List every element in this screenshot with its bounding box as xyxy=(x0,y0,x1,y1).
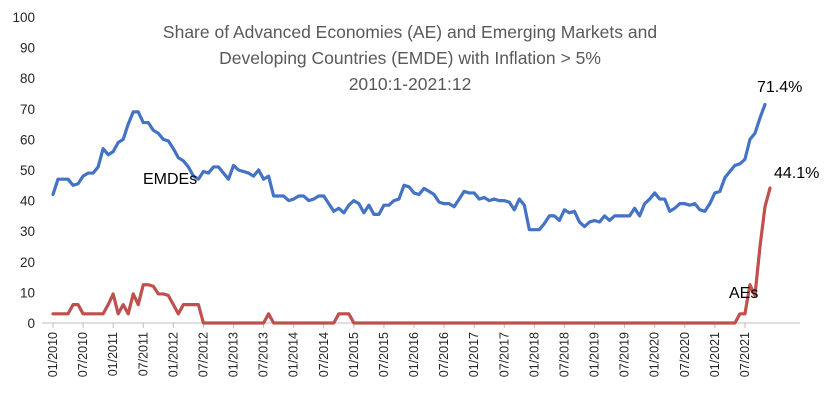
y-tick-label: 80 xyxy=(20,71,35,86)
y-tick-label: 60 xyxy=(20,132,35,147)
x-tick-label: 01/2014 xyxy=(287,332,301,377)
x-tick-label: 07/2018 xyxy=(557,332,571,377)
y-tick-label: 70 xyxy=(20,102,35,117)
series-line-aes xyxy=(51,186,772,325)
x-tick-label: 07/2014 xyxy=(317,332,331,377)
x-tick-label: 07/2019 xyxy=(618,332,632,377)
series-label-emdes: EMDEs xyxy=(143,171,197,188)
x-tick-label: 01/2019 xyxy=(588,332,602,377)
x-tick-label: 01/2013 xyxy=(227,332,241,377)
chart-title-line-3: 2010:1-2021:12 xyxy=(349,74,472,94)
y-tick-label: 0 xyxy=(27,316,35,331)
series-label-aes: AEs xyxy=(729,285,758,302)
x-tick-label: 07/2010 xyxy=(76,332,90,377)
x-tick-label: 07/2016 xyxy=(437,332,451,377)
x-axis-tick-labels: 01/2010 07/2010 01/2011 07/2011 01/2012 07/20… xyxy=(46,332,752,377)
y-tick-label: 20 xyxy=(20,255,35,270)
x-tick-label: 01/2011 xyxy=(106,332,120,376)
x-tick-label: 07/2015 xyxy=(377,332,391,377)
x-tick-label: 01/2018 xyxy=(527,332,541,377)
x-tick-label: 07/2020 xyxy=(678,332,692,377)
data-label-emdes-end: 71.4% xyxy=(757,79,802,96)
x-tick-label: 01/2020 xyxy=(648,332,662,377)
series-line-emdes xyxy=(51,102,767,232)
y-tick-label: 50 xyxy=(20,163,35,178)
x-tick-label: 01/2015 xyxy=(347,332,361,377)
x-tick-label: 07/2021 xyxy=(738,332,752,377)
y-axis-tick-labels: 0 10 20 30 40 50 60 70 80 90 100 xyxy=(12,10,35,331)
chart-title-line-2: Developing Countries (EMDE) with Inflati… xyxy=(219,48,601,68)
x-tick-label: 01/2017 xyxy=(467,332,481,377)
x-tick-label: 01/2010 xyxy=(46,332,60,377)
y-tick-label: 100 xyxy=(12,10,35,25)
y-tick-label: 10 xyxy=(20,285,35,300)
x-tick-label: 07/2017 xyxy=(497,332,511,377)
y-tick-label: 40 xyxy=(20,194,35,209)
chart-title: Share of Advanced Economies (AE) and Eme… xyxy=(163,22,657,94)
y-tick-label: 30 xyxy=(20,224,35,239)
chart-title-line-1: Share of Advanced Economies (AE) and Eme… xyxy=(163,22,657,42)
x-tick-label: 01/2016 xyxy=(407,332,421,377)
x-tick-label: 01/2012 xyxy=(166,332,180,377)
x-tick-label: 07/2012 xyxy=(196,332,210,377)
y-tick-label: 90 xyxy=(20,41,35,56)
x-tick-label: 01/2021 xyxy=(708,332,722,377)
x-tick-label: 07/2011 xyxy=(136,332,150,376)
data-label-aes-end: 44.1% xyxy=(774,165,819,182)
x-tick-label: 07/2013 xyxy=(257,332,271,377)
